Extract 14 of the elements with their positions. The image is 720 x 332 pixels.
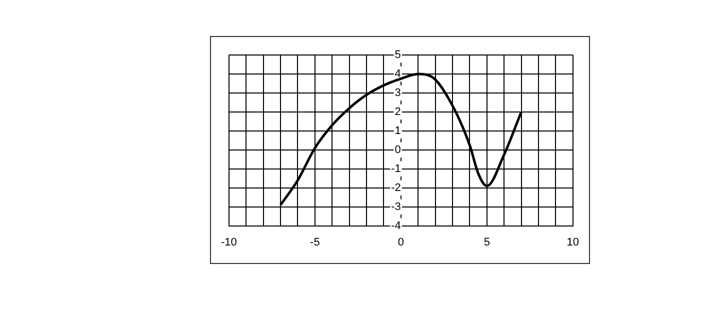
y-tick-label: 3 <box>394 86 401 99</box>
x-tick-label: -10 <box>220 236 237 248</box>
y-tick-label: -4 <box>391 220 401 232</box>
x-tick-label: 10 <box>566 236 580 248</box>
y-tick-label: 0 <box>394 144 401 156</box>
x-tick-label: 5 <box>484 236 490 248</box>
x-tick-label: -5 <box>310 236 320 248</box>
y-tick-label: 2 <box>394 106 401 118</box>
y-tick-label: -1 <box>391 162 401 175</box>
y-tick-label: 1 <box>394 124 401 137</box>
y-tick-label: 4 <box>394 68 401 80</box>
y-tick-label: -3 <box>391 200 401 213</box>
y-tick-label: 5 <box>394 49 401 62</box>
y-tick-label: -2 <box>391 182 401 194</box>
